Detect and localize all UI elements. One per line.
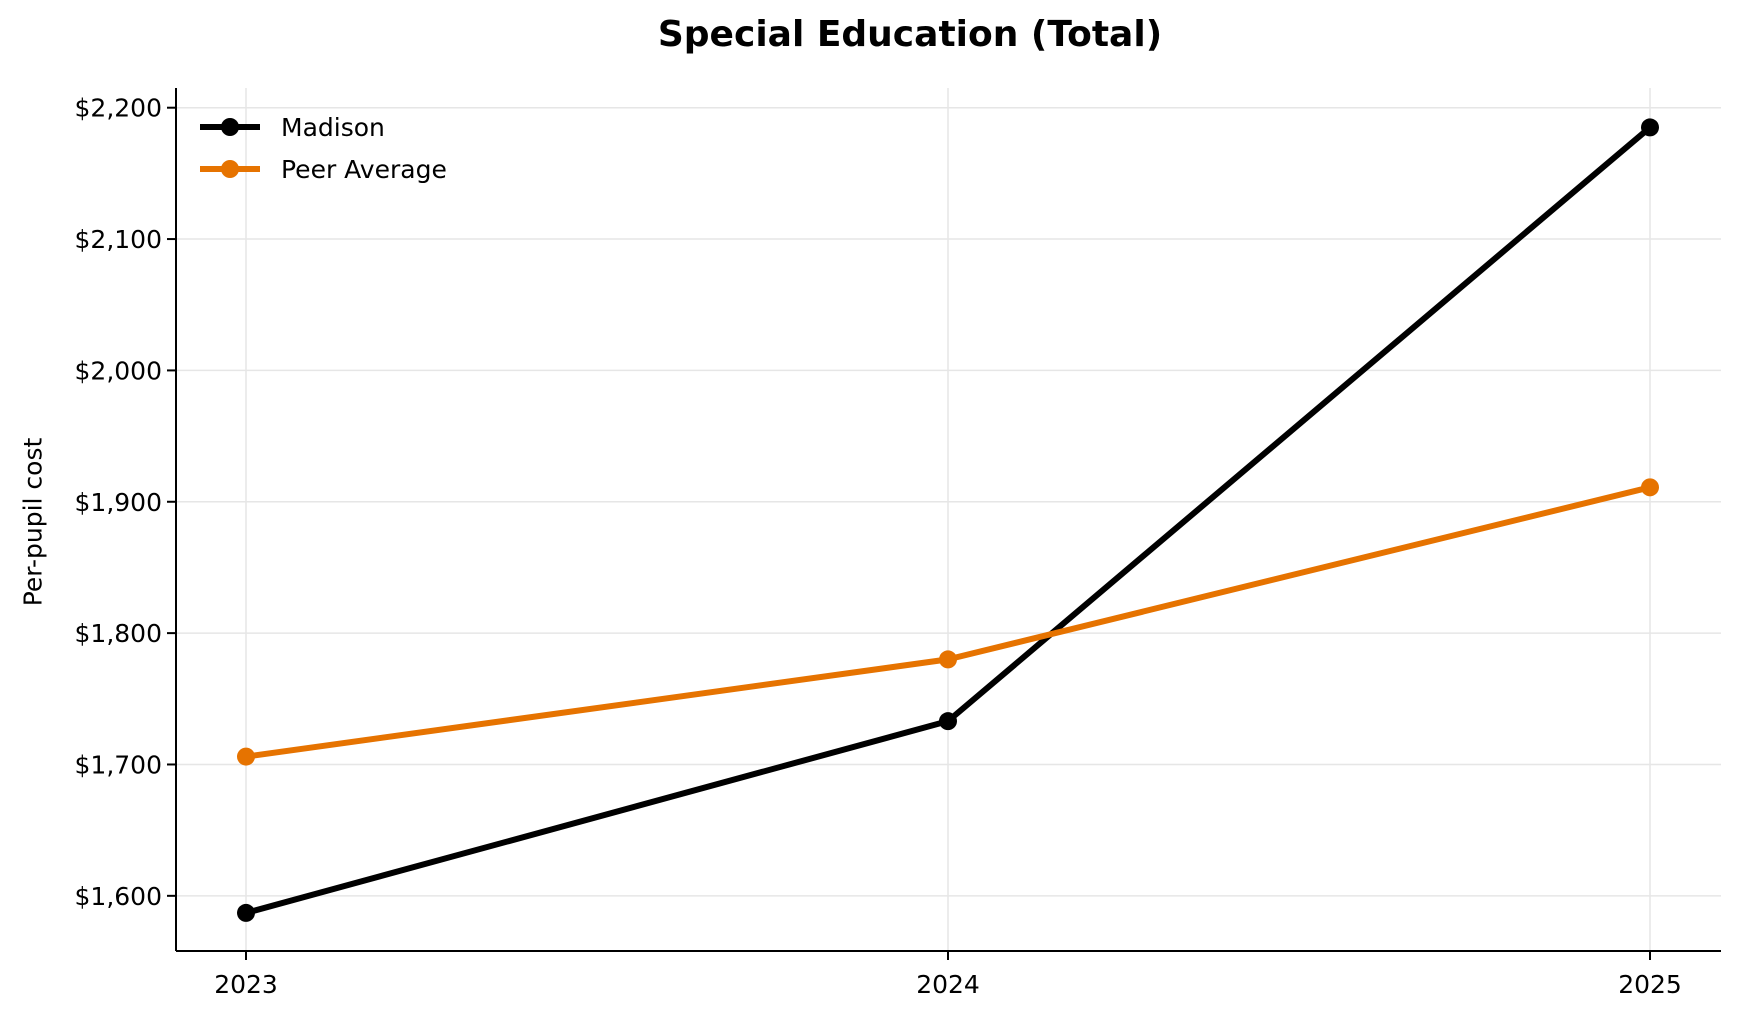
data-point: [939, 650, 957, 669]
legend-label: Peer Average: [281, 155, 447, 184]
data-point: [237, 747, 255, 766]
y-tick-label: $1,800: [75, 619, 162, 648]
y-tick-label: $1,900: [75, 488, 162, 517]
x-tick-label: 2024: [916, 970, 980, 999]
data-point: [237, 903, 255, 922]
gridlines: [176, 88, 1721, 951]
legend-marker: [221, 160, 239, 178]
axes: $1,600 $1,700 $1,800 $1,900 $2,000 $2,100 $2,2…: [75, 88, 1721, 999]
x-tick-label: 2025: [1618, 970, 1682, 999]
y-tick-label: $2,200: [75, 94, 162, 123]
data-point: [1641, 478, 1659, 497]
y-tick-label: $2,000: [75, 356, 162, 385]
y-tick-label: $1,600: [75, 882, 162, 911]
x-tick-label: 2023: [214, 970, 278, 999]
data-point: [939, 712, 957, 731]
y-tick-label: $2,100: [75, 225, 162, 254]
chart-title: Special Education (Total): [657, 14, 1163, 55]
data-point: [1641, 118, 1659, 137]
legend-label: Madison: [281, 113, 385, 142]
series-lines: [237, 118, 1659, 922]
legend-marker: [221, 118, 239, 136]
legend: Madison Peer Average: [200, 113, 447, 184]
y-tick-label: $1,700: [75, 750, 162, 779]
